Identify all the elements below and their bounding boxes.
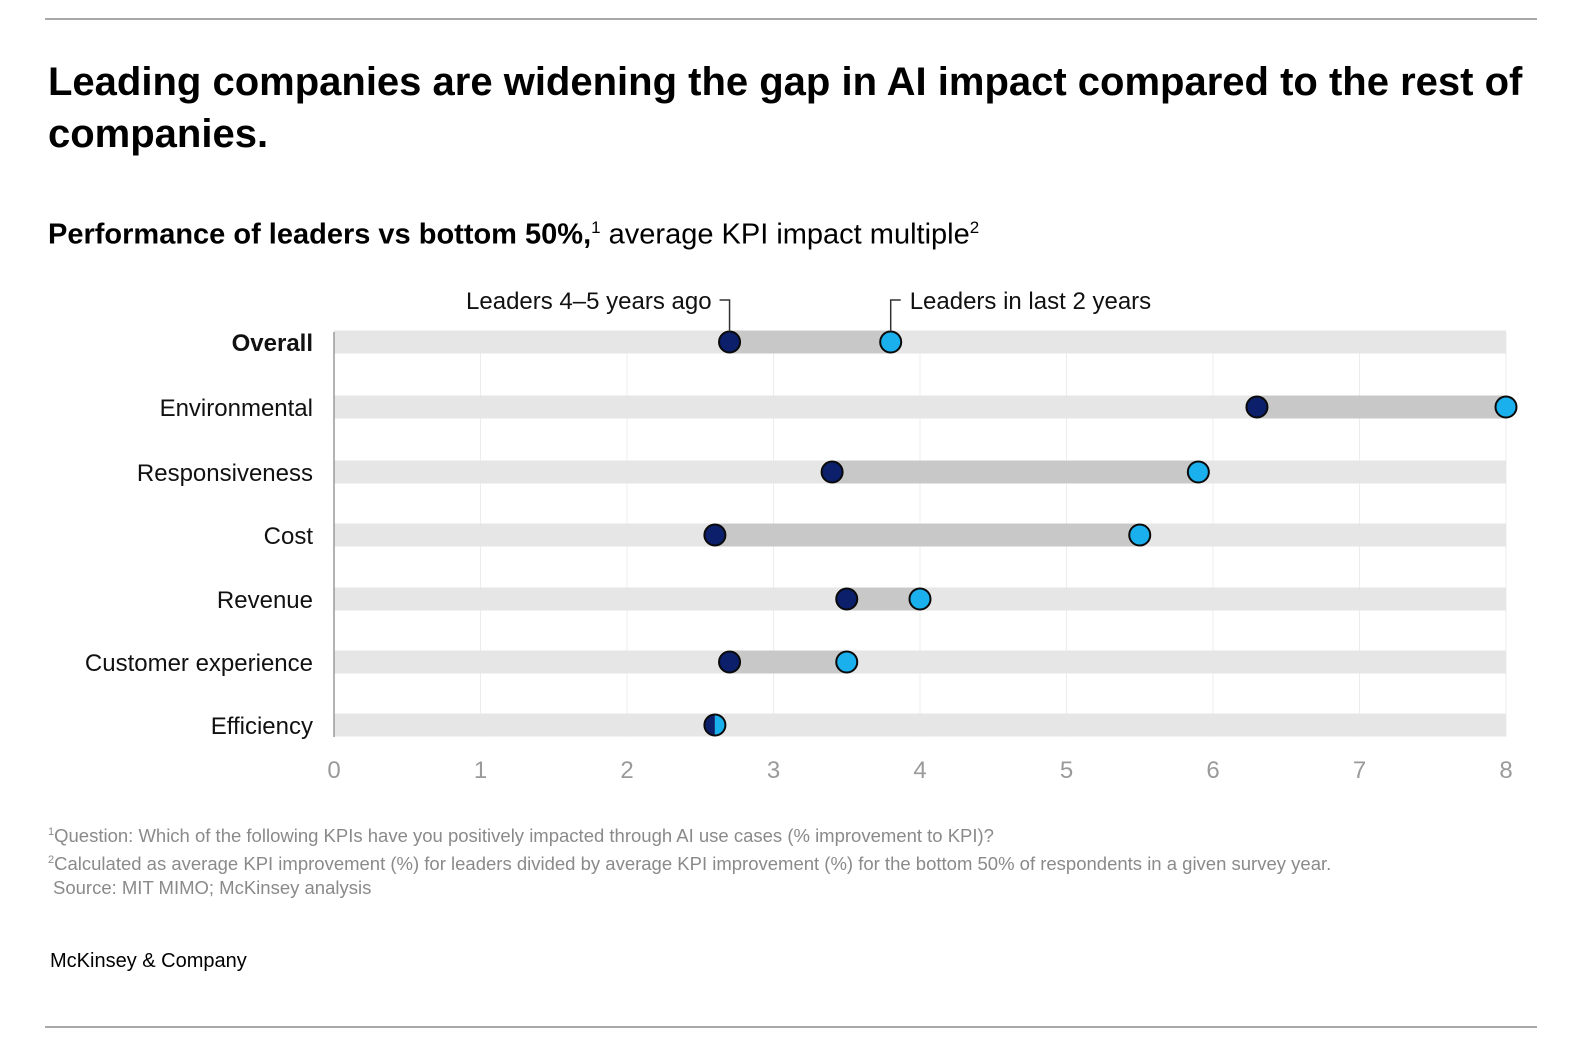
x-tick-label-4: 4 [913, 757, 926, 784]
point-now-responsiveness [1186, 460, 1210, 484]
footnote-2: 2Calculated as average KPI improvement (… [48, 848, 1331, 876]
category-label-revenue: Revenue [217, 587, 313, 614]
track-efficiency [334, 713, 1506, 737]
x-tick-label-3: 3 [767, 757, 780, 784]
point-then-environmental [1245, 395, 1269, 419]
legend-label-then: Leaders 4–5 years ago [466, 288, 712, 315]
category-label-overall: Overall [232, 330, 313, 357]
category-label-efficiency: Efficiency [211, 713, 313, 740]
source-note: Source: MIT MIMO; McKinsey analysis [53, 877, 372, 899]
legend-label-now: Leaders in last 2 years [910, 288, 1151, 315]
track-customer-experience [334, 650, 1506, 674]
point-then-cost [703, 523, 727, 547]
footnote-1: 1Question: Which of the following KPIs h… [48, 820, 1331, 848]
x-tick-label-0: 0 [327, 757, 340, 784]
point-now-customer-experience [835, 650, 859, 674]
dumbbell-chart: Overall Environmental Responsiveness Cost Re… [85, 288, 1518, 784]
x-tick-label-5: 5 [1060, 757, 1073, 784]
footnote-2-mark: 2 [48, 854, 55, 867]
point-now-environmental [1494, 395, 1518, 419]
range-bar-customer-experience [729, 650, 847, 674]
point-then-efficiency [704, 714, 715, 736]
point-then-customer-experience [718, 650, 742, 674]
legend-connector-then [719, 299, 731, 332]
point-now-cost [1128, 523, 1152, 547]
x-tick-label-6: 6 [1206, 757, 1219, 784]
track-environmental [334, 395, 1506, 419]
footnote-1-mark: 1 [48, 826, 55, 838]
x-tick-label-8: 8 [1499, 757, 1512, 784]
x-tick-label-7: 7 [1353, 757, 1366, 784]
point-now-overall [879, 330, 903, 354]
footnote-1-text: Question: Which of the following KPIs ha… [54, 825, 994, 847]
point-now-efficiency [714, 714, 726, 736]
category-label-responsiveness: Responsiveness [137, 460, 313, 487]
point-outline-efficiency [703, 713, 727, 737]
range-bar-environmental [1256, 395, 1506, 419]
top-rule [45, 18, 1537, 20]
footnotes: 1Question: Which of the following KPIs h… [48, 820, 1331, 900]
footnote-2-text: Calculated as average KPI improvement (%… [54, 853, 1332, 875]
headline: Leading companies are widening the gap i… [48, 60, 1523, 156]
point-then-revenue [835, 587, 859, 611]
x-tick-label-1: 1 [474, 757, 487, 784]
track-overall [334, 330, 1506, 354]
brand-name: McKinsey & Company [50, 950, 247, 972]
x-tick-label-2: 2 [620, 757, 633, 784]
range-bar-cost [714, 523, 1140, 547]
range-bar-revenue [846, 587, 920, 611]
category-label-cost: Cost [264, 523, 314, 550]
range-bar-overall [729, 330, 891, 354]
subtitle-regular: average KPI impact multiple [600, 218, 970, 251]
category-label-customer-experience: Customer experience [85, 650, 313, 677]
subtitle-bold-footnote-mark: 1 [591, 218, 601, 237]
bottom-rule [45, 1026, 1537, 1028]
point-now-revenue [908, 587, 932, 611]
range-bar-responsiveness [832, 460, 1199, 484]
point-then-responsiveness [820, 460, 844, 484]
point-then-overall [718, 330, 742, 354]
category-label-environmental: Environmental [160, 395, 313, 422]
chart-subtitle: Performance of leaders vs bottom 50%,1 a… [48, 208, 979, 255]
subtitle-bold: Performance of leaders vs bottom 50%, [48, 218, 592, 251]
legend-connector-now [889, 299, 901, 332]
subtitle-regular-footnote-mark: 2 [969, 218, 980, 237]
